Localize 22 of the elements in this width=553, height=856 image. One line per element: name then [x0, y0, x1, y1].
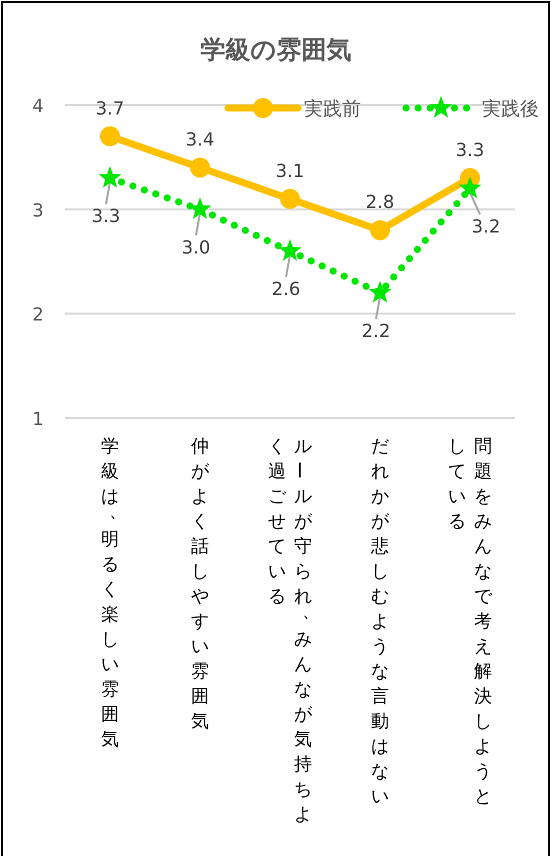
chart-title: 学級の雰囲気: [200, 35, 352, 64]
data-label: 3.0: [182, 237, 210, 258]
data-label: 2.2: [362, 320, 390, 342]
data-label: 2.6: [272, 279, 300, 300]
data-label: 3.7: [96, 98, 124, 120]
x-tick-label: 学級は、明るく楽しい雰囲気: [101, 436, 127, 750]
x-tick-label: 問題をみんなで考え解決しようとしている: [448, 436, 492, 807]
y-tick-label: 4: [32, 96, 44, 117]
x-tick-label: だれかが悲しむような言動はない: [371, 436, 389, 807]
data-label: 3.4: [186, 130, 214, 151]
x-tick-label: ルールが守られ、みんなが気持ちよく過ごせている: [268, 436, 320, 825]
x-tick-label: 仲がよく話しやすい雰囲気: [191, 436, 209, 732]
y-tick-label: 2: [32, 304, 44, 326]
data-label: 3.1: [276, 160, 304, 182]
y-tick-label: 1: [32, 409, 44, 430]
data-label: 3.3: [456, 140, 484, 162]
legend-label: 実践後: [482, 98, 539, 120]
data-label: 2.8: [366, 192, 394, 214]
data-label: 3.2: [472, 216, 500, 238]
y-tick-label: 3: [32, 200, 44, 222]
legend-label: 実践前: [304, 98, 361, 120]
data-label: 3.3: [92, 206, 120, 228]
